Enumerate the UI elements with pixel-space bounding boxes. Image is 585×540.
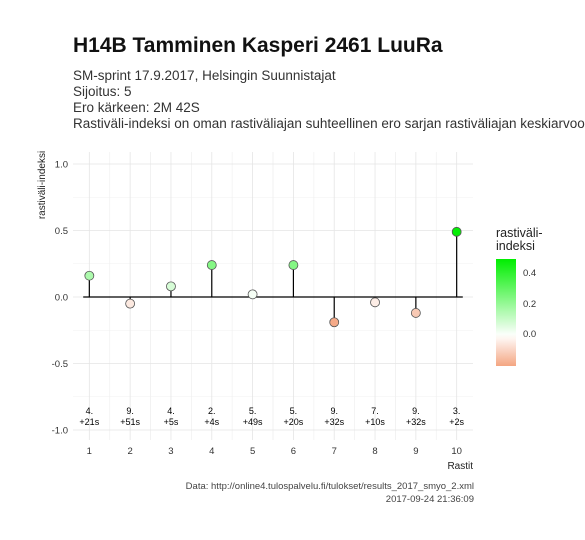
legend-tick-label: 0.2: [523, 298, 537, 310]
data-point: [451, 226, 462, 237]
x-tick-label: 10: [451, 446, 462, 457]
y-tick-label: 0.5: [55, 226, 68, 237]
annotation-gap: +10s: [365, 417, 385, 427]
legend-title-line-1: rastiväli-: [496, 226, 543, 240]
subtitle-placing: Sijoitus: 5: [73, 84, 132, 99]
x-tick-label: 1: [87, 446, 92, 457]
annotation-rank: 9.: [126, 406, 134, 416]
x-tick-label: 3: [168, 446, 173, 457]
y-axis-title: rastiväli-indeksi: [37, 151, 48, 219]
data-point: [410, 308, 421, 318]
annotation-rank: 4.: [86, 406, 94, 416]
subtitle-event: SM-sprint 17.9.2017, Helsingin Suunnista…: [73, 68, 336, 83]
annotation-rank: 9.: [330, 406, 338, 416]
legend-color-bar: [496, 259, 516, 366]
legend-title: rastiväli- indeksi: [496, 227, 543, 253]
data-point: [125, 298, 136, 309]
data-point: [288, 260, 299, 270]
annotation-gap: +49s: [243, 417, 263, 427]
x-tick-label: 7: [332, 446, 337, 457]
data-point: [84, 270, 95, 281]
y-tick-label: -0.5: [52, 359, 68, 370]
annotation-gap: +5s: [164, 417, 179, 427]
y-tick-label: 1.0: [55, 160, 68, 171]
timestamp-caption: 2017-09-24 21:36:09: [385, 494, 474, 505]
y-tick-label: -1.0: [52, 426, 68, 437]
annotation-gap: +4s: [204, 417, 219, 427]
annotation-gap: +20s: [284, 417, 304, 427]
x-tick-label: 9: [413, 446, 418, 457]
annotation-rank: 4.: [167, 406, 175, 416]
legend-title-line-2: indeksi: [496, 239, 535, 253]
annotation-rank: 5.: [249, 406, 257, 416]
annotation-gap: +32s: [324, 417, 344, 427]
data-point: [370, 297, 380, 308]
x-tick-label: 2: [127, 446, 132, 457]
annotation-rank: 5.: [290, 406, 298, 416]
y-tick-label: 0.0: [55, 293, 68, 304]
legend-tick-label: 0.0: [523, 329, 537, 341]
x-tick-label: 5: [250, 446, 255, 457]
data-point: [329, 317, 340, 328]
annotation-rank: 2.: [208, 406, 216, 416]
x-tick-label: 6: [291, 446, 296, 457]
annotation-gap: +21s: [79, 417, 99, 427]
annotation-rank: 3.: [453, 406, 461, 416]
subtitle-description: Rastiväli-indeksi on oman rastiväliajan …: [73, 116, 585, 131]
data-point: [206, 260, 217, 270]
subtitle-gap: Ero kärkeen: 2M 42S: [73, 100, 200, 115]
annotation-rank: 9.: [412, 406, 420, 416]
data-source-caption: Data: http://online4.tulospalvelu.fi/tul…: [185, 481, 474, 492]
legend-tick-label: 0.4: [523, 268, 537, 280]
x-tick-label: 8: [372, 446, 377, 457]
chart-title: H14B Tamminen Kasperi 2461 LuuRa: [73, 34, 443, 57]
annotation-gap: +2s: [449, 417, 464, 427]
annotation-rank: 7.: [371, 406, 379, 416]
annotation-gap: +51s: [120, 417, 140, 427]
annotation-gap: +32s: [406, 417, 426, 427]
x-axis-title: Rastit: [447, 461, 473, 472]
data-point: [247, 289, 258, 300]
data-point: [166, 281, 176, 292]
x-tick-label: 4: [209, 446, 214, 457]
